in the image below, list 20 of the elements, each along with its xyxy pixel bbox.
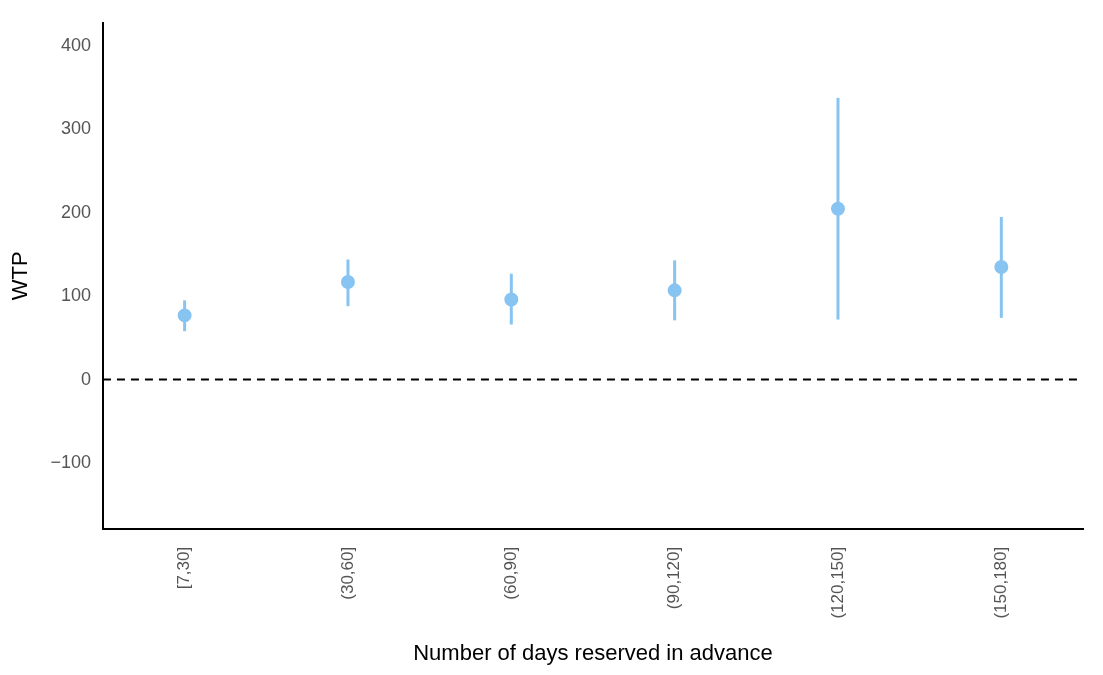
point	[177, 308, 192, 323]
x-tick-label: (30,60]	[337, 546, 357, 600]
point	[504, 292, 519, 307]
x-axis-title: Number of days reserved in advance	[413, 639, 773, 665]
x-tick-label: (90,120]	[664, 546, 684, 610]
y-tick-label: 100	[60, 285, 91, 306]
point	[667, 283, 682, 298]
y-tick-label: 400	[60, 35, 91, 56]
x-tick-label: [7,30]	[174, 546, 194, 590]
x-tick-label: (60,90]	[500, 546, 520, 600]
point	[830, 201, 845, 216]
point	[994, 260, 1009, 275]
y-tick-label: 200	[60, 201, 91, 222]
y-tick-label: 0	[80, 368, 91, 389]
x-tick-label: (150,180]	[991, 546, 1011, 619]
point	[340, 275, 355, 290]
y-axis-title: WTP	[7, 251, 33, 301]
y-tick-label: −100	[50, 451, 91, 472]
y-tick-label: 300	[60, 118, 91, 139]
x-tick-label: (120,150]	[827, 546, 847, 619]
